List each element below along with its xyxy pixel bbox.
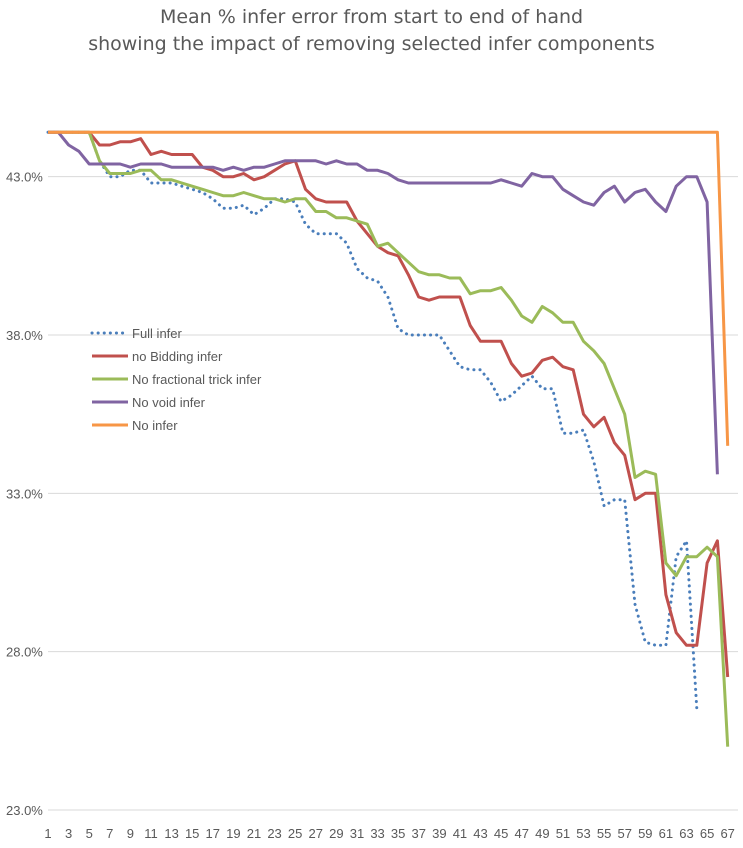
x-tick-label: 67 <box>720 826 734 841</box>
x-tick-label: 9 <box>127 826 134 841</box>
x-tick-label: 19 <box>226 826 240 841</box>
x-tick-label: 25 <box>288 826 302 841</box>
legend-label: Full infer <box>132 326 183 341</box>
x-tick-label: 55 <box>597 826 611 841</box>
x-tick-label: 43 <box>473 826 487 841</box>
chart-title: Mean % infer error from start to end of … <box>159 6 584 28</box>
x-tick-label: 63 <box>679 826 693 841</box>
legend-label: no Bidding infer <box>132 349 223 364</box>
legend-label: No fractional trick infer <box>132 372 262 387</box>
x-tick-label: 39 <box>432 826 446 841</box>
x-tick-label: 1 <box>44 826 51 841</box>
x-tick-label: 23 <box>267 826 281 841</box>
chart-subtitle: showing the impact of removing selected … <box>88 33 655 55</box>
x-tick-label: 5 <box>86 826 93 841</box>
series-line <box>48 130 730 747</box>
x-tick-label: 37 <box>412 826 426 841</box>
y-tick-label: 23.0% <box>6 803 43 818</box>
x-tick-label: 65 <box>700 826 714 841</box>
x-tick-label: 15 <box>185 826 199 841</box>
legend-label: No void infer <box>132 395 206 410</box>
x-tick-label: 21 <box>247 826 261 841</box>
x-tick-label: 11 <box>144 826 158 841</box>
x-tick-label: 49 <box>535 826 549 841</box>
x-tick-label: 61 <box>659 826 673 841</box>
x-tick-label: 31 <box>350 826 364 841</box>
x-tick-label: 57 <box>617 826 631 841</box>
x-tick-label: 33 <box>370 826 384 841</box>
series-line <box>46 130 699 711</box>
y-tick-label: 43.0% <box>6 170 43 185</box>
x-tick-label: 13 <box>164 826 178 841</box>
x-tick-label: 41 <box>453 826 467 841</box>
y-tick-label: 28.0% <box>6 645 43 660</box>
y-tick-label: 33.0% <box>6 486 43 501</box>
x-tick-label: 27 <box>309 826 323 841</box>
x-tick-label: 51 <box>556 826 570 841</box>
x-tick-label: 35 <box>391 826 405 841</box>
series-line <box>48 130 730 678</box>
y-tick-label: 38.0% <box>6 328 43 343</box>
x-tick-label: 29 <box>329 826 343 841</box>
series-line <box>48 130 719 475</box>
legend-label: No infer <box>132 418 178 433</box>
x-tick-label: 59 <box>638 826 652 841</box>
x-tick-label: 7 <box>106 826 113 841</box>
x-tick-label: 17 <box>206 826 220 841</box>
x-tick-label: 3 <box>65 826 72 841</box>
series-line <box>48 130 730 446</box>
x-tick-label: 47 <box>514 826 528 841</box>
x-tick-label: 45 <box>494 826 508 841</box>
x-tick-label: 53 <box>576 826 590 841</box>
